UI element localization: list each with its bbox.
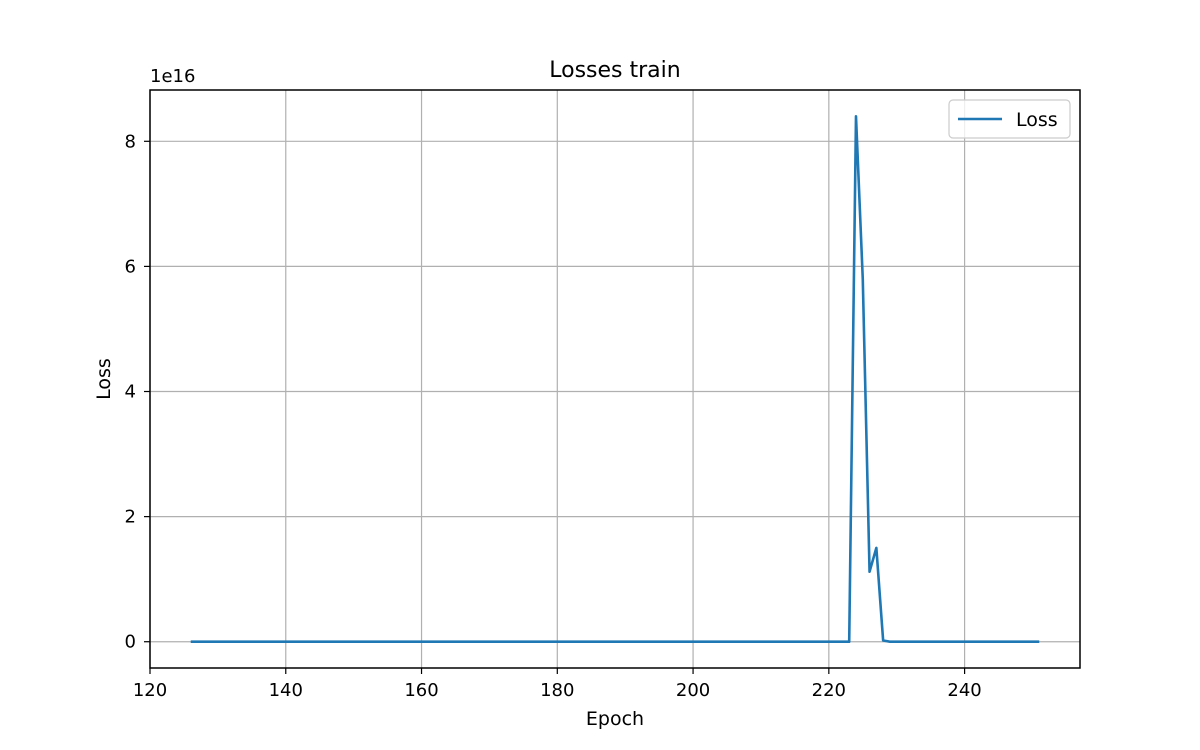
ticks: 120 140 160 180 200 220 240 0 2 4 6 8 <box>125 131 982 701</box>
x-tick-label: 120 <box>133 680 167 701</box>
y-tick-label: 6 <box>125 256 136 277</box>
y-tick-label: 8 <box>125 131 136 152</box>
legend-label-loss: Loss <box>1016 109 1058 131</box>
x-tick-label: 200 <box>676 680 710 701</box>
plot-frame <box>149 89 1081 669</box>
series-layer <box>190 114 1040 644</box>
x-tick-label: 240 <box>947 680 981 701</box>
x-tick-label: 220 <box>812 680 846 701</box>
x-tick-label: 180 <box>540 680 574 701</box>
series-line-loss <box>190 114 1040 644</box>
y-axis-label: Loss <box>93 358 115 400</box>
x-tick-label: 140 <box>269 680 303 701</box>
y-tick-label: 4 <box>125 382 136 403</box>
chart-title: Losses train <box>549 58 680 83</box>
y-axis-multiplier: 1e16 <box>150 66 195 87</box>
legend: Loss <box>948 99 1071 139</box>
y-tick-label: 2 <box>125 507 136 528</box>
y-tick-label: 0 <box>125 632 136 653</box>
x-tick-label: 160 <box>404 680 438 701</box>
legend-box <box>948 99 1071 139</box>
x-axis-label: Epoch <box>586 708 644 730</box>
